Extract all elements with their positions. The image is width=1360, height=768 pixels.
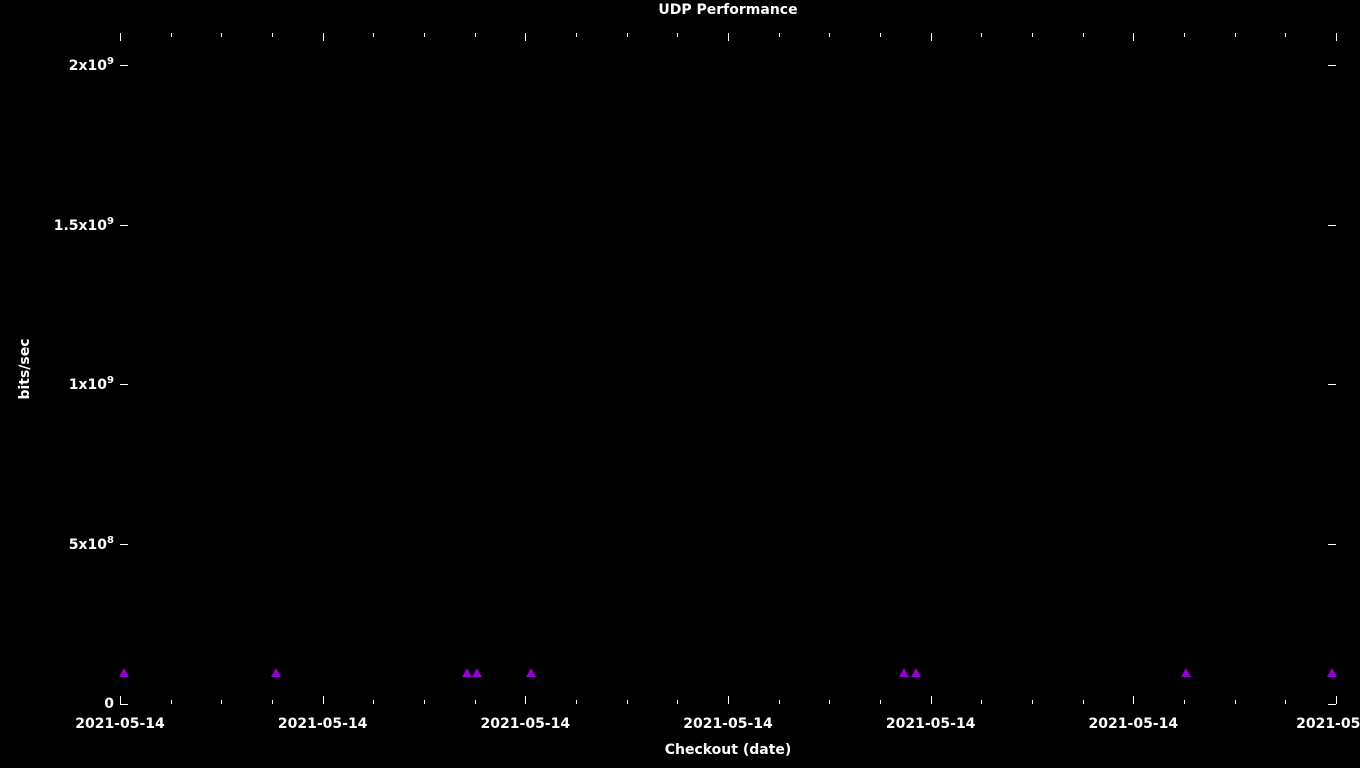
x-tick xyxy=(1133,696,1134,704)
y-tick-label: 0 xyxy=(104,696,114,712)
data-point xyxy=(911,668,921,677)
x-minor-tick xyxy=(373,33,374,37)
x-minor-tick xyxy=(1032,33,1033,37)
udp-performance-chart: UDP Performance bits/sec Checkout (date)… xyxy=(0,0,1360,768)
x-minor-tick xyxy=(1235,700,1236,704)
x-minor-tick xyxy=(1235,33,1236,37)
x-minor-tick xyxy=(677,33,678,37)
x-tick xyxy=(323,696,324,704)
x-minor-tick xyxy=(1184,33,1185,37)
x-minor-tick xyxy=(373,700,374,704)
x-minor-tick xyxy=(221,33,222,37)
x-minor-tick xyxy=(1184,700,1185,704)
y-tick-label: 2x109 xyxy=(69,56,114,74)
data-point xyxy=(119,668,129,677)
x-tick-label: 2021-05-14 xyxy=(886,716,976,732)
x-minor-tick xyxy=(677,700,678,704)
x-minor-tick xyxy=(880,33,881,37)
x-tick xyxy=(728,33,729,41)
x-tick-label: 2021-05-14 xyxy=(683,716,773,732)
x-tick xyxy=(120,33,121,41)
x-minor-tick xyxy=(981,700,982,704)
x-minor-tick xyxy=(1083,700,1084,704)
y-tick xyxy=(1328,704,1336,705)
x-tick xyxy=(1336,33,1337,41)
y-tick xyxy=(120,65,128,66)
x-tick-label: 2021-05-14 xyxy=(278,716,368,732)
x-tick xyxy=(1336,696,1337,704)
x-tick xyxy=(728,696,729,704)
data-point xyxy=(899,668,909,677)
x-minor-tick xyxy=(779,33,780,37)
x-minor-tick xyxy=(779,700,780,704)
x-minor-tick xyxy=(829,700,830,704)
x-tick xyxy=(525,696,526,704)
x-axis-label: Checkout (date) xyxy=(665,742,792,758)
x-minor-tick xyxy=(829,33,830,37)
x-minor-tick xyxy=(272,700,273,704)
x-tick xyxy=(1133,33,1134,41)
y-tick xyxy=(1328,544,1336,545)
x-minor-tick xyxy=(272,33,273,37)
y-tick xyxy=(1328,225,1336,226)
x-minor-tick xyxy=(1285,700,1286,704)
x-minor-tick xyxy=(1032,700,1033,704)
x-minor-tick xyxy=(576,700,577,704)
x-minor-tick xyxy=(424,700,425,704)
y-tick xyxy=(120,544,128,545)
x-minor-tick xyxy=(1083,33,1084,37)
data-point xyxy=(1327,668,1337,677)
x-minor-tick xyxy=(221,700,222,704)
x-tick xyxy=(931,33,932,41)
x-minor-tick xyxy=(627,700,628,704)
x-tick xyxy=(525,33,526,41)
y-tick-label: 1.5x109 xyxy=(54,216,114,234)
data-point xyxy=(526,668,536,677)
x-minor-tick xyxy=(475,33,476,37)
y-tick xyxy=(1328,384,1336,385)
x-tick xyxy=(120,696,121,704)
x-tick xyxy=(931,696,932,704)
x-minor-tick xyxy=(424,33,425,37)
y-tick xyxy=(120,225,128,226)
x-tick-label: 2021-05-14 xyxy=(1089,716,1179,732)
x-minor-tick xyxy=(171,33,172,37)
x-tick-label: 2021-05-1 xyxy=(1296,716,1360,732)
data-point xyxy=(472,668,482,677)
x-minor-tick xyxy=(475,700,476,704)
chart-title: UDP Performance xyxy=(658,2,797,18)
x-minor-tick xyxy=(576,33,577,37)
x-minor-tick xyxy=(171,700,172,704)
x-tick xyxy=(323,33,324,41)
x-minor-tick xyxy=(981,33,982,37)
y-tick-label: 5x108 xyxy=(69,535,114,553)
x-minor-tick xyxy=(1285,33,1286,37)
x-tick-label: 2021-05-14 xyxy=(75,716,165,732)
data-point xyxy=(462,668,472,677)
x-minor-tick xyxy=(627,33,628,37)
y-tick-label: 1x109 xyxy=(69,376,114,394)
x-minor-tick xyxy=(880,700,881,704)
x-tick-label: 2021-05-14 xyxy=(481,716,571,732)
data-point xyxy=(271,668,281,677)
y-tick xyxy=(1328,65,1336,66)
data-point xyxy=(1181,668,1191,677)
y-tick xyxy=(120,704,128,705)
y-axis-label: bits/sec xyxy=(17,338,33,399)
y-tick xyxy=(120,384,128,385)
